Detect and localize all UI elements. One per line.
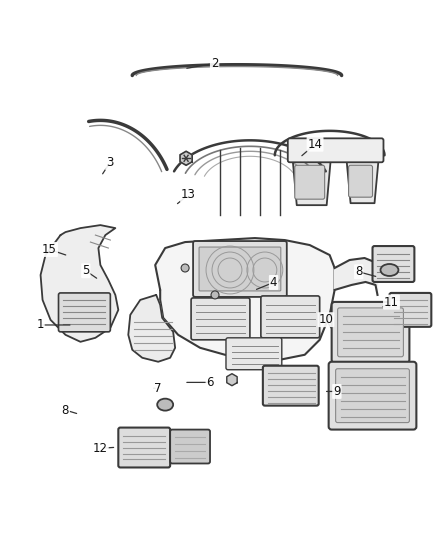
FancyBboxPatch shape <box>288 139 384 162</box>
FancyBboxPatch shape <box>170 430 210 464</box>
Text: 10: 10 <box>318 313 333 326</box>
FancyBboxPatch shape <box>193 241 287 297</box>
FancyBboxPatch shape <box>261 296 320 338</box>
FancyBboxPatch shape <box>389 293 431 327</box>
FancyBboxPatch shape <box>372 246 414 282</box>
Ellipse shape <box>381 264 399 276</box>
Text: 12: 12 <box>93 442 108 455</box>
FancyBboxPatch shape <box>118 427 170 467</box>
FancyBboxPatch shape <box>336 369 410 423</box>
Text: 1: 1 <box>36 319 44 332</box>
Text: 11: 11 <box>384 296 399 309</box>
Text: 5: 5 <box>82 264 89 277</box>
FancyBboxPatch shape <box>332 302 410 363</box>
FancyBboxPatch shape <box>328 362 417 430</box>
FancyBboxPatch shape <box>59 293 110 332</box>
Polygon shape <box>180 151 192 165</box>
FancyBboxPatch shape <box>199 247 281 291</box>
Text: 6: 6 <box>207 376 214 389</box>
Text: 15: 15 <box>42 243 57 256</box>
Polygon shape <box>293 160 331 205</box>
Text: 2: 2 <box>211 57 219 70</box>
Polygon shape <box>128 295 175 362</box>
Text: 4: 4 <box>270 276 277 289</box>
Polygon shape <box>346 160 378 203</box>
FancyBboxPatch shape <box>349 165 372 197</box>
Ellipse shape <box>157 399 173 410</box>
Text: 8: 8 <box>62 403 69 416</box>
Polygon shape <box>335 258 378 295</box>
Polygon shape <box>155 238 335 360</box>
Text: 3: 3 <box>106 156 113 169</box>
Polygon shape <box>41 225 118 342</box>
Circle shape <box>181 264 189 272</box>
FancyBboxPatch shape <box>263 366 319 406</box>
Text: 9: 9 <box>333 385 341 398</box>
FancyBboxPatch shape <box>295 165 325 199</box>
Text: 8: 8 <box>355 265 362 278</box>
FancyBboxPatch shape <box>338 308 403 357</box>
Text: 14: 14 <box>307 138 322 151</box>
Circle shape <box>211 291 219 299</box>
Text: 13: 13 <box>181 188 196 201</box>
Text: 7: 7 <box>154 382 162 395</box>
FancyBboxPatch shape <box>191 298 250 340</box>
Polygon shape <box>227 374 237 386</box>
FancyBboxPatch shape <box>226 338 282 370</box>
